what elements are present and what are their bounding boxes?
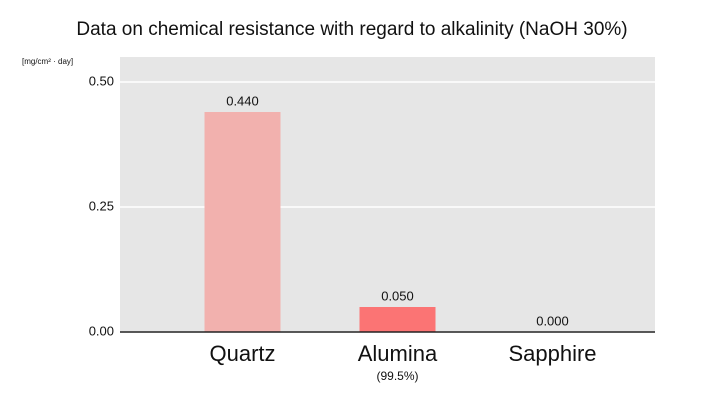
chart-title: Data on chemical resistance with regard … <box>76 19 627 40</box>
value-label: 0.050 <box>381 288 414 303</box>
category-note: (99.5%) <box>376 369 418 383</box>
y-tick-label: 0.25 <box>89 198 114 213</box>
value-label: 0.440 <box>226 93 259 108</box>
x-tick-label: Quartz <box>209 341 275 366</box>
value-label: 0.000 <box>536 313 569 328</box>
x-tick-label: Alumina <box>358 341 438 366</box>
y-tick-label: 0.00 <box>89 323 114 338</box>
y-tick-label: 0.50 <box>89 73 114 88</box>
bar <box>204 112 281 332</box>
bar <box>359 307 436 332</box>
x-tick-label: Sapphire <box>508 341 596 366</box>
y-axis-label: [mg/cm² · day] <box>22 57 73 66</box>
